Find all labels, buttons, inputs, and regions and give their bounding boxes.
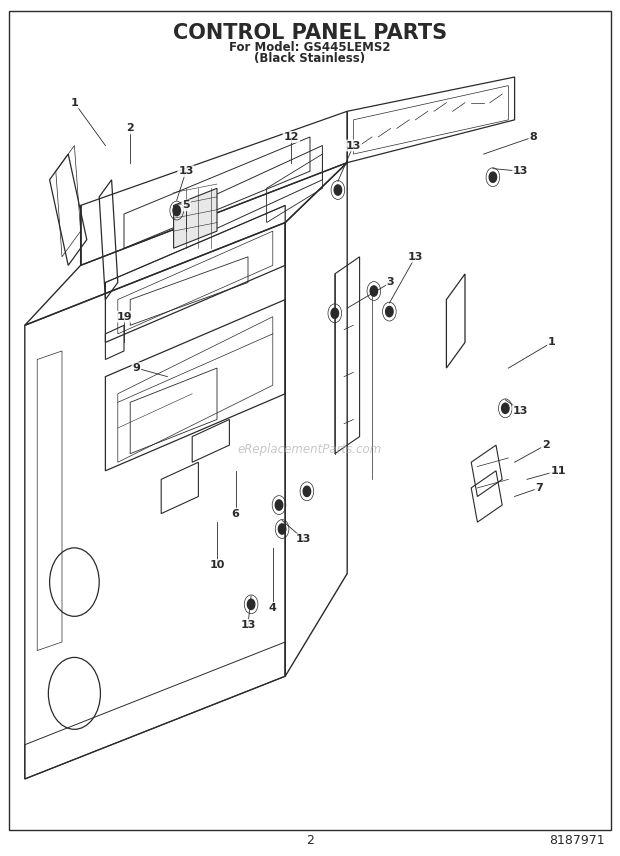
Text: 2: 2 bbox=[126, 123, 134, 134]
Text: 3: 3 bbox=[387, 277, 394, 288]
Text: 7: 7 bbox=[536, 483, 543, 493]
Text: For Model: GS445LEMS2: For Model: GS445LEMS2 bbox=[229, 40, 391, 54]
Circle shape bbox=[275, 500, 283, 510]
Text: 13: 13 bbox=[513, 166, 528, 176]
Text: CONTROL PANEL PARTS: CONTROL PANEL PARTS bbox=[173, 22, 447, 43]
Text: 12: 12 bbox=[283, 132, 299, 142]
Text: 13: 13 bbox=[346, 140, 361, 151]
Text: 8187971: 8187971 bbox=[549, 834, 604, 847]
Circle shape bbox=[303, 486, 311, 496]
Text: 13: 13 bbox=[179, 166, 193, 176]
Circle shape bbox=[489, 172, 497, 182]
Text: 2: 2 bbox=[306, 834, 314, 847]
Circle shape bbox=[331, 308, 339, 318]
Text: 9: 9 bbox=[133, 363, 140, 373]
Circle shape bbox=[247, 599, 255, 609]
Circle shape bbox=[386, 306, 393, 317]
Circle shape bbox=[173, 205, 180, 216]
Text: 11: 11 bbox=[551, 466, 565, 476]
Text: 10: 10 bbox=[210, 560, 224, 570]
Circle shape bbox=[334, 185, 342, 195]
Text: (Black Stainless): (Black Stainless) bbox=[254, 51, 366, 65]
Text: 13: 13 bbox=[513, 406, 528, 416]
Text: 13: 13 bbox=[408, 252, 423, 262]
Circle shape bbox=[502, 403, 509, 413]
Text: 4: 4 bbox=[269, 603, 277, 613]
Text: 13: 13 bbox=[241, 620, 255, 630]
Text: 5: 5 bbox=[182, 200, 190, 211]
Circle shape bbox=[278, 524, 286, 534]
Text: 6: 6 bbox=[232, 508, 239, 519]
Text: 1: 1 bbox=[71, 98, 78, 108]
Text: eReplacementParts.com: eReplacementParts.com bbox=[238, 443, 382, 456]
Text: 2: 2 bbox=[542, 440, 549, 450]
Text: 8: 8 bbox=[529, 132, 537, 142]
Text: 1: 1 bbox=[548, 337, 556, 348]
Text: 13: 13 bbox=[296, 534, 311, 544]
Polygon shape bbox=[174, 188, 217, 248]
Circle shape bbox=[370, 286, 378, 296]
Text: 19: 19 bbox=[116, 312, 132, 322]
